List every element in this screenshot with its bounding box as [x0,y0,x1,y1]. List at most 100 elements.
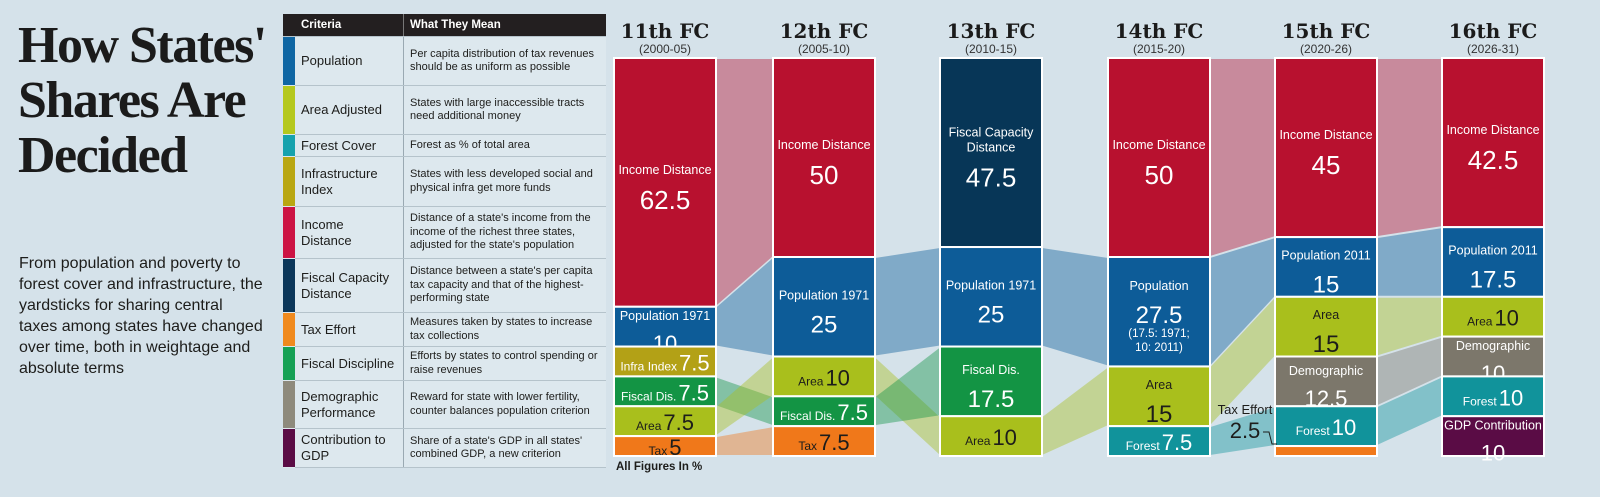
segment-forest: Forest10 [1441,375,1545,418]
segment-forest: Forest10 [1274,405,1378,448]
segment-fiscaldis: Fiscal Dis.7.5 [613,375,717,408]
column-title: 14th FC [1115,19,1204,43]
segment-fiscaldis: Fiscal Dis.7.5 [772,395,876,428]
color-swatch [283,428,295,468]
column-period: (2020-26) [1300,42,1352,56]
segment-value: 50 [810,160,839,190]
meaning-cell: Forest as % of total area [403,134,606,157]
segment-label: Area [1313,308,1339,322]
table-header: Criteria What They Mean [283,14,606,37]
color-swatch [283,258,295,313]
color-swatch [283,36,295,86]
bar-segment [1107,365,1211,428]
segment-label: Population 2011 [1448,243,1537,257]
flow-income [1210,59,1275,256]
flow-population [1377,228,1442,296]
bar-segment [939,345,1043,418]
segment-value: 15 [1313,271,1340,298]
bar-segment [613,345,717,378]
segment-label: Distance [967,141,1016,155]
segment-label: Forest10 [1296,415,1357,440]
flow-area [875,357,940,455]
column-title: 15th FC [1282,19,1371,43]
bar-segment [1441,415,1545,458]
color-swatch [283,85,295,135]
flow-forest [1210,407,1275,455]
segment-label: Demographic [1289,364,1363,378]
segment-label: Area7.5 [636,410,694,435]
column-period: (2000-05) [639,42,691,56]
bar-segment [772,425,876,457]
table-row: Fiscal Capacity Distance Distance betwee… [283,258,606,313]
segment-area: Area 15 [1107,365,1211,428]
meaning-cell: Distance between a state's per capita ta… [403,258,606,313]
table-row: Area Adjusted States with large inaccess… [283,85,606,135]
segment-population: Population 1971 25 [772,256,876,358]
segment-label: Population 2011 [1281,248,1370,262]
criteria-cell: Forest Cover [295,134,404,157]
bar-segment [613,375,717,408]
segment-label: Population 1971 [946,278,1036,292]
segment-value: 50 [1145,160,1174,190]
flow-fiscaldis [875,347,940,426]
segment-forest: Forest7.5 [1107,425,1211,457]
segment-label: Fiscal Capacity [949,126,1034,140]
segment-tax: Tax5 [613,435,717,460]
criteria-table: Criteria What They Mean Population Per c… [283,14,606,468]
criteria-cell: Fiscal Capacity Distance [295,258,404,313]
segment-label: Area10 [798,365,850,390]
color-swatch [283,312,295,347]
table-row: Income Distance Distance of a state's in… [283,206,606,259]
criteria-cell: Fiscal Discipline [295,346,404,381]
color-swatch [283,380,295,429]
flow-population [875,248,940,356]
segment-area: Area 15 [1274,295,1378,358]
bar-segment [939,246,1043,348]
bar-segment [1107,57,1211,258]
column-title: 12th FC [780,19,869,43]
color-swatch [283,134,295,157]
segment-value: 17.5 [1470,266,1517,293]
bar-segment [939,415,1043,458]
segment-note: 10: 2011) [1135,342,1183,354]
segment-label: Income Distance [1446,123,1539,137]
segment-value: 17.5 [968,386,1015,413]
segment-value: 15 [1146,401,1173,428]
criteria-cell: Contribution to GDP [295,428,404,468]
table-row: Fiscal Discipline Efforts by states to c… [283,346,606,381]
segment-label: Income Distance [1279,128,1372,142]
segment-label: Income Distance [618,163,711,177]
footnote: All Figures In % [616,461,703,473]
bar-segment [613,435,717,458]
segment-value: 27.5 [1136,302,1183,329]
segment-label: Area10 [1467,306,1519,331]
color-swatch [283,346,295,381]
criteria-cell: Tax Effort [295,312,404,347]
bar-segment [1274,405,1378,448]
flow-area [1377,297,1442,356]
segment-label: Fiscal Dis. [962,363,1020,377]
bar-segment [1107,256,1211,368]
flow-income [716,59,773,306]
bar-segment [1274,236,1378,298]
segment-label: Population [1129,279,1188,293]
criteria-cell: Area Adjusted [295,85,404,135]
color-swatch [283,206,295,259]
bar-segment [1107,425,1211,457]
bar-segment [1274,57,1378,239]
bar-segment [772,355,876,398]
segment-label: Area [1146,378,1172,392]
segment-value: 42.5 [1468,145,1519,175]
segment-label: Tax Effort [1218,402,1273,417]
meaning-cell: Efforts by states to control spending or… [403,346,606,381]
segment-income: Income Distance 62.5 [613,57,717,308]
table-row: Forest Cover Forest as % of total area [283,134,606,157]
segment-label: Fiscal Dis.7.5 [621,380,709,405]
meaning-cell: Per capita distribution of tax revenues … [403,36,606,86]
bar-segment [613,57,717,308]
segment-label: Infra Index7.5 [620,350,709,375]
segment-value: 45 [1312,150,1341,180]
segment-label: Population 1971 [779,288,869,302]
column-title: 16th FC [1449,19,1538,43]
